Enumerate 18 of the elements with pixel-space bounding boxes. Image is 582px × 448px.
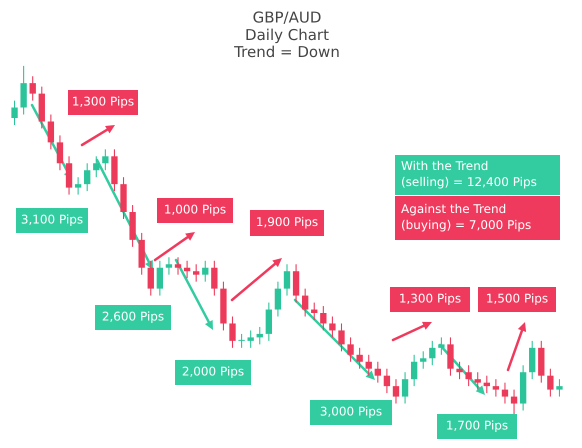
annotation: With the Trend (selling) = 12,400 Pips xyxy=(401,159,537,190)
annotation: 1,500 Pips xyxy=(486,292,548,306)
candlestick xyxy=(366,354,372,376)
text: 1,700 Pips xyxy=(446,418,508,433)
annotation: 1,900 Pips xyxy=(256,215,318,230)
chart-title: GBP/AUD Daily Chart Trend = Down xyxy=(233,8,340,62)
annotation: Against the Trend (buying) = 7,000 Pips xyxy=(401,202,532,232)
annotation: 1,000 Pips xyxy=(164,202,226,217)
annotation: 2,000 Pips xyxy=(182,364,244,379)
annotation: 3,100 Pips xyxy=(20,212,84,227)
annotation: 2,600 Pips xyxy=(102,310,164,324)
candlestick xyxy=(256,326,263,344)
candlestick xyxy=(311,302,318,320)
candlestick xyxy=(420,351,426,369)
annotation: 3,000 Pips xyxy=(320,404,382,419)
candlestick xyxy=(474,372,481,390)
annotation: 1,300 Pips xyxy=(72,94,134,109)
annotation: 1,300 Pips xyxy=(398,292,462,306)
